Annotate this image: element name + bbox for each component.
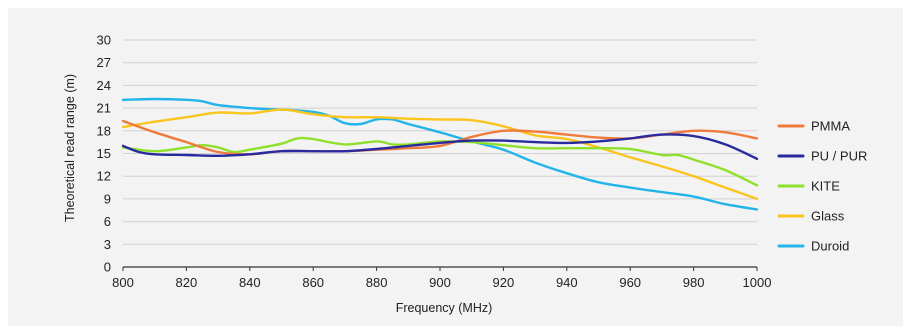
series-lines xyxy=(121,97,759,211)
y-tick-label: 0 xyxy=(104,260,111,275)
legend-label-pmma: PMMA xyxy=(811,119,850,134)
y-tick-labels: 0 3 6 9 12 15 18 21 24 27 30 xyxy=(97,33,111,275)
series-line-pmma xyxy=(121,119,759,156)
legend-label-kite: KITE xyxy=(811,179,840,194)
x-tick-label: 980 xyxy=(683,275,705,290)
x-tick-label: 800 xyxy=(112,275,134,290)
x-tick-label: 820 xyxy=(176,275,198,290)
line-chart: 0 3 6 9 12 15 18 21 24 27 30 800 820 840 860 880 900 920… xyxy=(63,33,867,316)
y-tick-label: 21 xyxy=(97,101,111,116)
x-axis-label: Frequency (MHz) xyxy=(396,301,493,315)
x-tick-label: 940 xyxy=(556,275,578,290)
y-tick-label: 18 xyxy=(97,123,111,138)
y-tick-label: 12 xyxy=(97,169,111,184)
x-tick-labels: 800 820 840 860 880 900 920 940 960 980 1000 xyxy=(112,267,771,290)
legend-label-duroid: Duroid xyxy=(811,239,849,254)
legend-label-glass: Glass xyxy=(811,209,845,224)
series-line-kite xyxy=(121,136,759,187)
x-tick-label: 900 xyxy=(429,275,451,290)
y-tick-label: 9 xyxy=(104,191,111,206)
x-tick-label: 860 xyxy=(302,275,324,290)
y-tick-label: 6 xyxy=(104,214,111,229)
x-tick-label: 1000 xyxy=(743,275,772,290)
x-tick-label: 840 xyxy=(239,275,261,290)
series-line-pu-pur xyxy=(121,133,759,160)
legend: PMMA PU / PUR KITE Glass Duroid xyxy=(777,119,867,254)
x-tick-label: 920 xyxy=(493,275,515,290)
series-line-duroid xyxy=(121,97,759,211)
grid-lines xyxy=(123,39,757,268)
y-tick-label: 15 xyxy=(97,146,111,161)
chart-panel: 0 3 6 9 12 15 18 21 24 27 30 800 820 840 860 880 900 920… xyxy=(8,8,903,326)
y-tick-label: 3 xyxy=(104,237,111,252)
x-tick-label: 880 xyxy=(366,275,388,290)
y-axis-label: Theoretical read range (m) xyxy=(63,74,77,222)
series-line-glass xyxy=(121,108,759,201)
y-tick-label: 24 xyxy=(97,78,111,93)
y-tick-label: 27 xyxy=(97,55,111,70)
x-tick-label: 960 xyxy=(619,275,641,290)
legend-label-pu-pur: PU / PUR xyxy=(811,149,867,164)
y-tick-label: 30 xyxy=(97,33,111,48)
